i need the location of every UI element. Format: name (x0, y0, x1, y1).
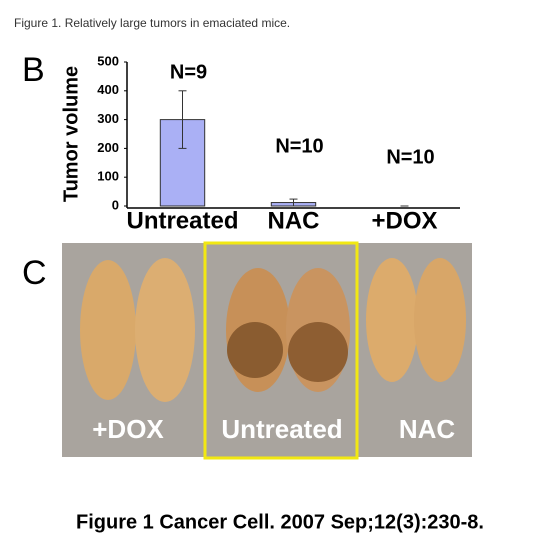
highlight-box (203, 241, 359, 460)
mouse (366, 258, 418, 382)
photo-label: Untreated (221, 414, 342, 444)
x-tick-label: NAC (268, 207, 320, 234)
y-tick-label: 400 (97, 82, 119, 97)
tumor (227, 322, 283, 378)
annotation: N=10 (386, 146, 434, 168)
mouse (80, 260, 136, 400)
annotation: N=10 (275, 135, 323, 157)
y-tick-label: 0 (112, 197, 119, 212)
caption: Figure 1. Relatively large tumors in ema… (14, 16, 290, 30)
tumor (288, 322, 348, 382)
x-tick-label: +DOX (371, 207, 437, 234)
x-tick-label: Untreated (126, 207, 238, 234)
mouse (414, 258, 466, 382)
y-tick-label: 200 (97, 140, 119, 155)
y-tick-label: 100 (97, 169, 119, 184)
y-tick-label: 500 (97, 53, 119, 68)
photo (62, 241, 472, 460)
annotation: N=9 (170, 61, 207, 83)
panel-label: C (22, 254, 47, 292)
footer: Figure 1 Cancer Cell. 2007 Sep;12(3):230… (76, 511, 484, 533)
panel-label: B (22, 51, 45, 89)
y-axis-label: Tumor volume (60, 66, 82, 202)
mouse (135, 258, 195, 402)
photo-label: NAC (399, 414, 456, 444)
photo-label: +DOX (92, 414, 164, 444)
y-tick-label: 300 (97, 111, 119, 126)
